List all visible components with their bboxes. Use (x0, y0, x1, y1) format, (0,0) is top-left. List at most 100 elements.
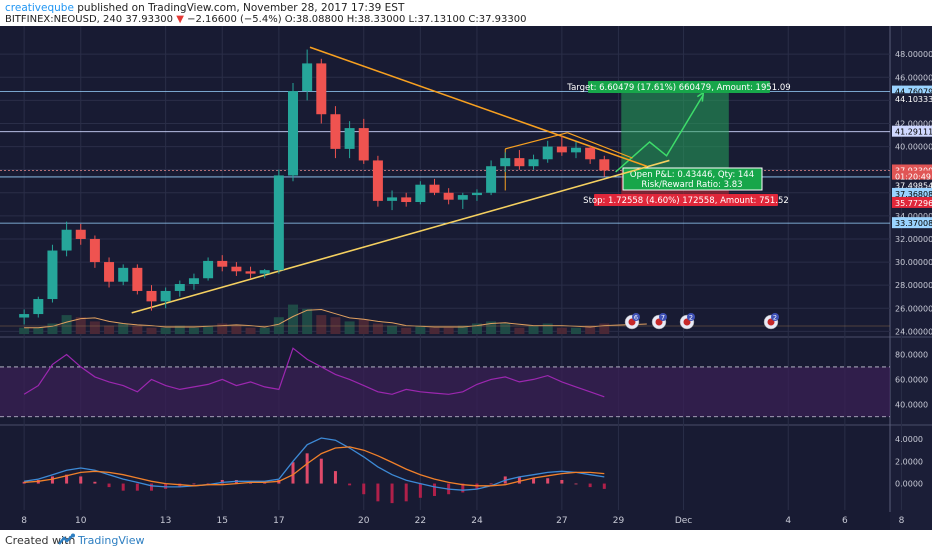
long-position-tool[interactable]: Target: 6.60479 (17.61%) 660479, Amount:… (566, 81, 791, 206)
candle-body (344, 128, 355, 149)
event-badge-count-bg (632, 313, 640, 321)
macd-tick-label: 4.0000 (895, 435, 923, 444)
x-tick-label: 8 (21, 516, 27, 526)
event-badge-count: 2 (773, 314, 777, 322)
candle-body (217, 260, 228, 267)
macd-tick-label: 2.0000 (895, 457, 923, 466)
price-tag-label: 44.76079 (895, 88, 932, 97)
volume-bar (358, 319, 369, 334)
rsi-tick-label: 60.0000 (895, 375, 928, 384)
volume-bar (231, 325, 242, 334)
price-tag-box (892, 125, 932, 137)
candle-body (188, 278, 199, 285)
x-tick-label: 8 (899, 516, 905, 526)
candle-body (415, 184, 426, 203)
y-tick-label: 26.00000 (895, 304, 932, 313)
volume-bar (457, 325, 468, 334)
ohlc-values: O:38.08800 H:38.33000 L:37.13100 C:37.93… (284, 14, 527, 25)
candle-body (514, 158, 525, 167)
volume-bar (585, 325, 596, 334)
macd-tick-label: 0.0000 (895, 480, 923, 489)
price-tag-label: 44.10333 (895, 95, 932, 104)
volume-bar (471, 323, 482, 334)
event-badges[interactable]: 6 7 2 2 (624, 313, 779, 330)
candle-body (330, 114, 341, 149)
volume-bar (217, 323, 228, 334)
rsi-tick-label: 80.0000 (895, 350, 928, 359)
x-tick-label: Dec (675, 516, 692, 526)
candle-body (89, 238, 100, 263)
support-trend-line (131, 159, 670, 314)
y-tick-label: 48.00000 (895, 50, 932, 59)
signal-line (24, 446, 605, 487)
candle-body (401, 197, 412, 203)
macd-histogram-bar (121, 483, 125, 491)
rsi-tick-label: 40.0000 (895, 400, 928, 409)
tradingview-brand[interactable]: TradingView (78, 534, 145, 547)
price-tags: 44.7607944.1033341.2911137.9330001:20:49… (892, 85, 932, 229)
price-tag-label: 37.49854 (895, 182, 932, 191)
x-tick-label: 29 (613, 516, 625, 526)
target-label-box (588, 81, 770, 93)
stop-label-box (594, 194, 778, 206)
volume-bar (160, 327, 171, 334)
symbol-info: BITFINEX:NEOUSD, 240 (5, 14, 123, 25)
candle-body (443, 192, 454, 200)
macd-histogram-bar (164, 483, 168, 489)
open-pl-label: Open P&L: 0.43446, Qty: 144 (630, 170, 754, 180)
y-tick-label: 40.00000 (895, 143, 932, 152)
candle-body (599, 159, 610, 171)
price-tag-box (892, 93, 932, 105)
candle-body (203, 260, 214, 279)
y-tick-label: 46.00000 (895, 73, 932, 82)
event-badge-count: 7 (661, 314, 665, 322)
volume-bar (245, 327, 256, 334)
macd-line (24, 437, 605, 491)
event-badge-count: 2 (689, 314, 693, 322)
candle-body (19, 314, 30, 318)
macd-histogram-bar (107, 483, 111, 488)
candle-body (245, 271, 256, 274)
candle-body (47, 250, 58, 300)
event-badge-count-bg (771, 313, 779, 321)
macd-histogram-bar (135, 483, 139, 491)
tradingview-logo-icon (58, 533, 75, 545)
price-tag-box (892, 196, 932, 208)
price-tag-box (892, 179, 932, 191)
author-name[interactable]: creativeqube (5, 2, 74, 14)
x-tick-label: 27 (556, 516, 567, 526)
candle-body (571, 147, 581, 153)
candle-body (556, 146, 567, 153)
macd-histogram-bar (418, 483, 422, 498)
change-arrow: ▼ (176, 14, 184, 25)
candle-body (33, 299, 44, 315)
price-tag-label: 37.36808 (895, 190, 932, 199)
price-tag-box (892, 85, 932, 97)
volume-bar (571, 327, 581, 334)
volume-bar (514, 327, 525, 334)
y-tick-label: 28.00000 (895, 281, 932, 290)
y-tick-label: 24.00000 (895, 327, 932, 336)
symbol-line: BITFINEX:NEOUSD, 240 37.93300 ▼ −2.16600… (5, 14, 526, 25)
volume-bar (500, 323, 511, 334)
y-tick-label: 42.00000 (895, 119, 932, 128)
macd-histogram-bar (517, 476, 521, 484)
candle-body (160, 290, 171, 302)
macd-histogram-bar (348, 483, 352, 486)
volume-bar (401, 327, 412, 334)
macd-histogram-bar (560, 480, 564, 484)
candle-body (358, 128, 369, 161)
y-tick-label: 32.00000 (895, 235, 932, 244)
volume-bar (75, 317, 86, 334)
candle-body (288, 91, 298, 176)
candle-body (132, 267, 143, 291)
candle-body (372, 160, 383, 201)
candle-body (387, 197, 398, 201)
volume-bar (104, 325, 115, 334)
pl-box (622, 167, 763, 191)
macd-histogram-bar (65, 474, 69, 484)
rsi-band (0, 366, 890, 417)
volume-bar (132, 325, 143, 334)
candle-body (118, 267, 129, 282)
